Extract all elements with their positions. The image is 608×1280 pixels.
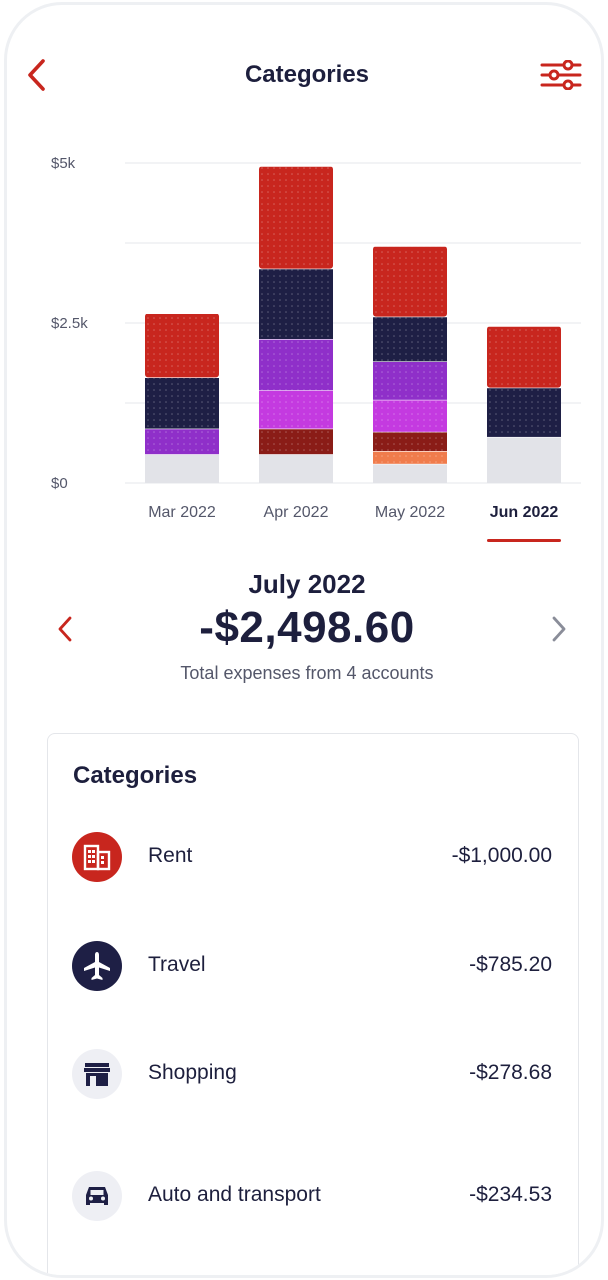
back-button[interactable] xyxy=(19,57,55,93)
period-label: July 2022 xyxy=(248,569,366,599)
page-title: Categories xyxy=(244,61,370,88)
category-icon-badge xyxy=(72,832,122,882)
chevron-left-icon xyxy=(58,616,72,642)
category-name: Shopping xyxy=(148,1061,237,1084)
phone-frame: Categories xyxy=(4,2,604,1278)
category-icon-badge xyxy=(72,1049,122,1099)
category-name: Rent xyxy=(148,844,193,867)
bar-texture xyxy=(487,387,561,437)
bar-segment[interactable] xyxy=(373,463,447,483)
top-bar: Categories xyxy=(7,45,601,105)
bar-texture xyxy=(259,339,333,391)
next-period-button[interactable] xyxy=(541,611,577,647)
category-icon-badge xyxy=(72,941,122,991)
spending-chart: $0 $2.5k $5k Mar 2022 Apr 2022 May 2022 Jun 20… xyxy=(7,135,601,565)
bar-texture xyxy=(373,451,447,464)
bar-texture xyxy=(259,268,333,339)
y-tick-label: $0 xyxy=(51,475,68,492)
category-row-rent[interactable]: Rent -$1,000.00 xyxy=(48,822,578,892)
category-amount: -$1,000.00 xyxy=(451,844,552,867)
filter-button[interactable] xyxy=(539,57,583,93)
bar-segment[interactable] xyxy=(259,454,333,483)
stacked-bar-chart: $0 $2.5k $5k Mar 2022 Apr 2022 May 2022 Jun 20… xyxy=(51,155,581,542)
category-row-shopping[interactable]: Shopping -$278.68 xyxy=(48,1039,578,1109)
previous-period-button[interactable] xyxy=(47,611,83,647)
total-subtitle: Total expenses from 4 accounts xyxy=(180,663,434,683)
category-icon-badge xyxy=(72,1171,122,1221)
categories-card: Categories Rent -$1,000.00 xyxy=(47,733,579,1275)
period-summary: July 2022 -$2,498.60 Total expenses from… xyxy=(7,565,601,695)
bar-segment[interactable] xyxy=(145,454,219,483)
bar-texture xyxy=(145,377,219,429)
y-tick-label: $5k xyxy=(51,155,76,172)
x-tick-label[interactable]: May 2022 xyxy=(375,504,445,521)
category-amount: -$785.20 xyxy=(469,953,552,976)
category-name: Travel xyxy=(148,953,206,976)
total-amount: -$2,498.60 xyxy=(199,603,415,652)
bar-texture xyxy=(145,313,219,378)
storefront-icon xyxy=(84,1063,110,1086)
bar-texture xyxy=(373,316,447,362)
bar-texture xyxy=(373,399,447,432)
category-row-auto-and-transport[interactable]: Auto and transport -$234.53 xyxy=(48,1161,578,1231)
bar-texture xyxy=(487,326,561,388)
bar-segment[interactable] xyxy=(487,436,561,483)
category-amount: -$278.68 xyxy=(469,1061,552,1084)
bar-texture xyxy=(373,431,447,451)
building-icon xyxy=(83,844,111,871)
x-tick-label[interactable]: Mar 2022 xyxy=(148,504,216,521)
y-tick-label: $2.5k xyxy=(51,315,88,332)
selected-month-indicator xyxy=(487,539,561,542)
bar-texture xyxy=(259,390,333,429)
chevron-right-icon xyxy=(552,616,566,642)
sliders-icon xyxy=(540,60,582,90)
category-name: Auto and transport xyxy=(148,1183,321,1206)
category-amount: -$234.53 xyxy=(469,1183,552,1206)
bar-texture xyxy=(259,166,333,269)
x-tick-label[interactable]: Jun 2022 xyxy=(490,504,559,521)
car-icon xyxy=(86,1187,108,1205)
bar-texture xyxy=(259,428,333,455)
x-tick-label[interactable]: Apr 2022 xyxy=(264,504,329,521)
chevron-left-icon xyxy=(28,59,45,91)
bar-texture xyxy=(373,361,447,400)
bar-texture xyxy=(373,246,447,317)
card-title: Categories xyxy=(73,762,198,789)
airplane-icon xyxy=(84,952,110,980)
bar-texture xyxy=(145,428,219,455)
category-row-travel[interactable]: Travel -$785.20 xyxy=(48,931,578,1001)
